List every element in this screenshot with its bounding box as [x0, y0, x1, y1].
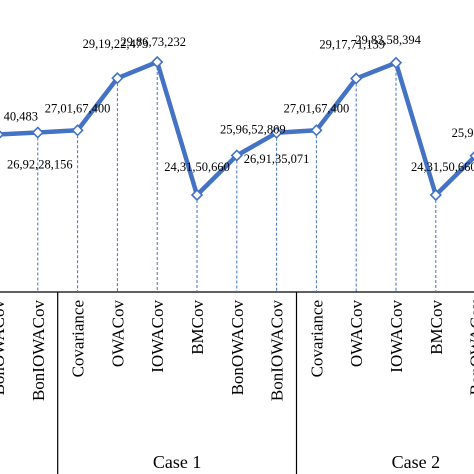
category-label: BonOWACov	[467, 300, 474, 396]
data-label: 29,83,58,394	[355, 33, 421, 47]
data-point	[270, 126, 283, 139]
category-label: BonOWACov	[228, 300, 247, 396]
category-label: BMCov	[188, 300, 207, 355]
data-point	[151, 55, 164, 69]
data-point	[31, 126, 44, 139]
data-label: 27,01,67,400	[284, 101, 350, 115]
data-label: 29,86,73,232	[120, 35, 186, 49]
series-markers	[0, 55, 474, 202]
data-point	[310, 124, 323, 137]
data-label: 40,483	[4, 110, 38, 124]
data-label: 24,31,50,660	[164, 160, 230, 174]
drop-lines	[37, 62, 437, 292]
data-label: 29,19,22,473	[83, 37, 149, 51]
data-label: 24,31,50,660	[411, 160, 474, 174]
group-label: Case 2	[392, 452, 441, 472]
category-label: Covariance	[307, 300, 326, 377]
series-line-path	[0, 59, 474, 198]
data-point	[389, 56, 403, 69]
data-point	[230, 149, 243, 162]
data-label: 29,17,71,139	[319, 38, 385, 52]
data-point	[71, 124, 84, 137]
data-point	[350, 72, 363, 85]
category-label: OWACov	[108, 300, 127, 368]
category-label: BonIOWACov	[29, 300, 48, 402]
data-label: 25,96,52,809	[220, 122, 286, 136]
category-label: BonIOWACov	[268, 300, 287, 402]
category-label: BonOWACov	[0, 300, 8, 396]
data-point	[0, 130, 5, 139]
data-label: 25,95	[452, 126, 474, 140]
category-label: OWACov	[347, 300, 366, 368]
group-axis: Case 1 Case 2	[0, 291, 474, 474]
category-label: IOWACov	[387, 300, 406, 373]
data-point	[469, 151, 474, 161]
series-line	[0, 59, 474, 198]
category-labels: BonOWACov BonIOWACov Covariance OWACov IOWAC…	[0, 300, 474, 402]
group-label: Case 1	[153, 452, 202, 472]
category-label: BMCov	[427, 300, 446, 355]
data-point	[429, 188, 442, 202]
data-point	[190, 188, 204, 202]
data-labels: 40,483 26,92,28,156 27,01,67,400 29,19,22,4…	[4, 33, 474, 174]
data-point	[111, 72, 124, 85]
data-label: 26,92,28,156	[7, 158, 73, 172]
category-label: Covariance	[69, 300, 88, 377]
data-label: 26,91,35,071	[244, 152, 310, 166]
category-label: IOWACov	[148, 300, 167, 373]
data-label: 27,01,67,400	[45, 101, 111, 115]
